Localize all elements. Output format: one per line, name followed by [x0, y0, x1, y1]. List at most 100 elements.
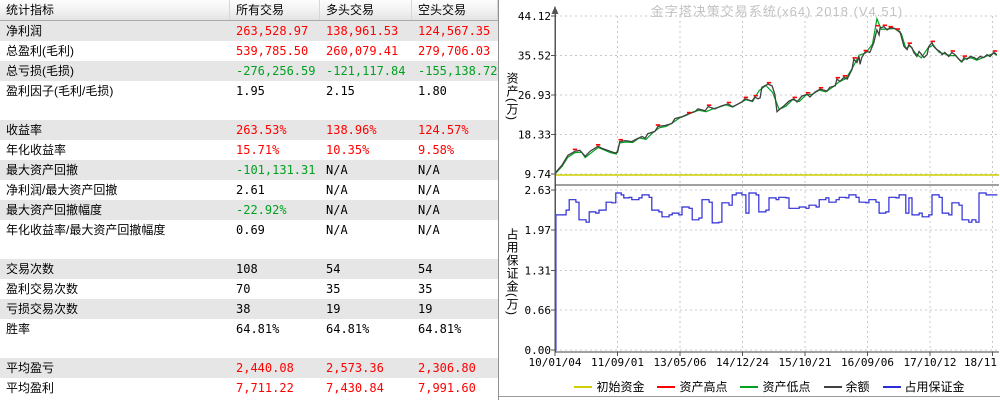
metric-value: N/A: [418, 183, 440, 197]
metric-value: 539,785.50: [236, 44, 309, 58]
table-row[interactable]: 总亏损(毛损) -276,256.59 -121,117.84 -155,138.72: [0, 61, 498, 81]
metric-label: 总亏损(毛损): [6, 64, 74, 78]
watermark: 金字塔决策交易系统(x64) 2018 (V4.51): [650, 4, 904, 19]
legend-swatch: [740, 385, 759, 388]
metric-value: -276,256.59: [236, 64, 316, 78]
metric-label: 盈利因子(毛利/毛损): [6, 84, 114, 98]
metric-value: 70: [236, 282, 251, 296]
legend-item: 资产高点: [657, 378, 727, 395]
table-row[interactable]: 最大资产回撤 -101,131.31 N/A N/A: [0, 160, 498, 180]
metric-value: 108: [236, 262, 258, 276]
metric-label: 平均盈亏: [6, 361, 55, 375]
metric-value: 124,567.35: [418, 24, 491, 38]
legend-swatch: [657, 385, 676, 388]
metric-value: N/A: [326, 223, 348, 237]
metric-value: 10.35%: [326, 143, 370, 157]
svg-text:18/11: 18/11: [964, 356, 997, 369]
metric-label: 最大资产回撤: [6, 163, 79, 177]
table-row[interactable]: 盈利因子(毛利/毛损) 1.95 2.15 1.80: [0, 81, 498, 101]
metric-value: 2.15: [326, 84, 355, 98]
column-header[interactable]: 空头交易: [412, 0, 498, 20]
metric-value: N/A: [326, 163, 348, 177]
legend-item: 初始资金: [574, 378, 644, 395]
table-spacer-row: [0, 240, 498, 259]
margin-axis-title: 占用保证金(万): [505, 228, 519, 316]
metric-label: 最大资产回撤幅度: [6, 203, 103, 217]
metric-value: 35: [326, 282, 341, 296]
metric-value: 2,440.08: [236, 361, 294, 375]
svg-text:0.66: 0.66: [525, 304, 552, 317]
metric-value: -121,117.84: [326, 64, 406, 78]
metric-label: 净利润/最大资产回撤: [6, 183, 118, 197]
metric-value: N/A: [418, 223, 440, 237]
table-row[interactable]: 最大资产回撤幅度 -22.92% N/A N/A: [0, 200, 498, 220]
panel-bottom-border: [499, 396, 1000, 397]
svg-text:16/09/06: 16/09/06: [841, 356, 894, 369]
svg-text:11/09/01: 11/09/01: [591, 356, 644, 369]
metric-value: 263,528.97: [236, 24, 309, 38]
metric-value: N/A: [326, 203, 348, 217]
svg-text:10/01/04: 10/01/04: [529, 356, 582, 369]
svg-text:13/05/06: 13/05/06: [654, 356, 707, 369]
metric-value: 7,991.60: [418, 381, 476, 395]
metric-value: 64.81%: [326, 322, 370, 336]
chart-panel: 金字塔决策交易系统(x64) 2018 (V4.51) 44.12 35.52 26…: [498, 0, 1000, 400]
column-header[interactable]: 多头交易: [320, 0, 412, 20]
balance-series: [554, 25, 998, 174]
legend-label: 占用保证金: [904, 380, 965, 394]
equity-axis-title: 资产(万): [505, 72, 519, 121]
metric-value: 138,961.53: [326, 24, 399, 38]
metric-value: -22.92%: [236, 203, 287, 217]
column-header[interactable]: 统计指标: [0, 0, 230, 20]
metric-value: 54: [418, 262, 433, 276]
table-row[interactable]: 胜率 64.81% 64.81% 64.81%: [0, 319, 498, 339]
table-row[interactable]: 年化收益率/最大资产回撤幅度 0.69 N/A N/A: [0, 220, 498, 240]
metric-value: N/A: [418, 203, 440, 217]
metric-value: 15.71%: [236, 143, 280, 157]
legend-label: 余额: [845, 380, 870, 394]
metric-value: 279,706.03: [418, 44, 491, 58]
metric-value: -155,138.72: [418, 64, 498, 78]
table-row[interactable]: 盈利交易次数 70 35 35: [0, 279, 498, 299]
table-row[interactable]: 亏损交易次数 38 19 19: [0, 299, 498, 319]
metric-value: 7,430.84: [326, 381, 384, 395]
metric-label: 年化收益率: [6, 143, 67, 157]
metric-value: 54: [326, 262, 341, 276]
x-tick-labels: 10/01/04 11/09/01 13/05/06 14/12/24 15/10/21…: [529, 356, 997, 369]
table-row[interactable]: 年化收益率 15.71% 10.35% 9.58%: [0, 140, 498, 160]
svg-text:18.33: 18.33: [518, 129, 551, 142]
table-header-row: 统计指标 所有交易 多头交易 空头交易: [0, 0, 498, 21]
column-header[interactable]: 所有交易: [230, 0, 320, 20]
metric-value: 1.80: [418, 84, 447, 98]
metric-value: N/A: [326, 183, 348, 197]
metric-value: 2,306.80: [418, 361, 476, 375]
table-row[interactable]: 平均盈利 7,711.22 7,430.84 7,991.60: [0, 378, 498, 398]
metric-value: 19: [326, 302, 341, 316]
metric-label: 平均盈利: [6, 381, 55, 395]
legend-swatch: [823, 385, 842, 388]
svg-text:9.74: 9.74: [525, 168, 552, 181]
equity-margin-chart[interactable]: 44.12 35.52 26.93 18.33 9.74 2.63 1.97 1.31 0.66…: [499, 0, 999, 400]
metric-value: -101,131.31: [236, 163, 316, 177]
svg-text:1.31: 1.31: [525, 264, 552, 277]
table-row[interactable]: 交易次数 108 54 54: [0, 259, 498, 279]
axis-arrow-icon: [551, 6, 559, 14]
metric-value: 19: [418, 302, 433, 316]
svg-text:0.00: 0.00: [525, 344, 552, 357]
legend-item: 余额: [823, 378, 870, 395]
table-row[interactable]: 净利润/最大资产回撤 2.61 N/A N/A: [0, 180, 498, 200]
table-row[interactable]: 平均盈亏 2,440.08 2,573.36 2,306.80: [0, 358, 498, 378]
table-row[interactable]: 收益率 263.53% 138.96% 124.57%: [0, 120, 498, 140]
metric-value: 2.61: [236, 183, 265, 197]
legend-label: 资产高点: [679, 380, 728, 394]
table-row[interactable]: 净利润 263,528.97 138,961.53 124,567.35: [0, 21, 498, 41]
svg-text:44.12: 44.12: [518, 10, 551, 23]
metric-value: 260,079.41: [326, 44, 399, 58]
statistics-table: 统计指标 所有交易 多头交易 空头交易 净利润 263,528.97 138,961.53…: [0, 0, 498, 400]
legend-swatch: [574, 385, 593, 388]
svg-text:14/12/24: 14/12/24: [716, 356, 769, 369]
legend-label: 资产低点: [762, 380, 811, 394]
svg-text:15/10/21: 15/10/21: [779, 356, 832, 369]
table-row[interactable]: 总盈利(毛利) 539,785.50 260,079.41 279,706.03: [0, 41, 498, 61]
